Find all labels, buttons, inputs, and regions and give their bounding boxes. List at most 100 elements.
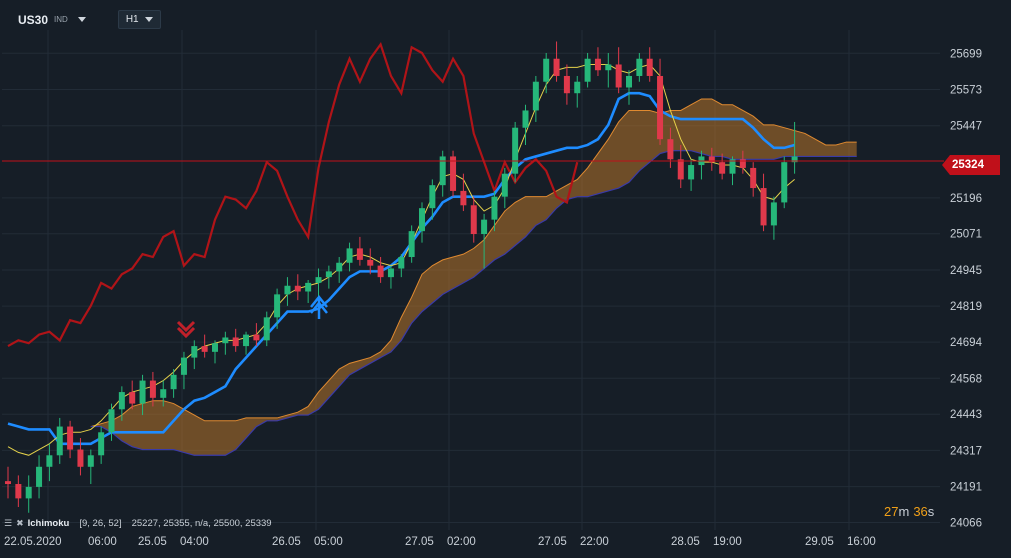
candle-body (543, 58, 550, 82)
candle (781, 156, 788, 209)
candle (791, 121, 798, 174)
candle (677, 144, 684, 189)
candle (5, 466, 11, 499)
sell-arrow-icon (176, 320, 196, 339)
candle (657, 58, 664, 145)
candle-body (563, 75, 570, 94)
timeframe-label: H1 (125, 14, 139, 25)
candle-body (574, 81, 581, 94)
candle-body (36, 466, 43, 487)
candle (377, 257, 384, 283)
chikou-span (7, 41, 579, 348)
candle-body (274, 294, 281, 318)
candle-body (201, 346, 208, 352)
settings-icon[interactable]: ☰ (4, 518, 13, 528)
indicator-name: Ichimoku (27, 518, 70, 529)
candle-body (129, 392, 136, 404)
y-tick-label: 24945 (950, 265, 982, 277)
candle (450, 150, 457, 197)
candle-body (512, 127, 519, 174)
candle-body (15, 484, 22, 499)
candle (439, 150, 446, 197)
candle (491, 190, 498, 232)
x-tick-label: 16:00 (847, 536, 876, 548)
candle (512, 121, 519, 183)
candle-body (584, 58, 591, 82)
y-tick-label: 24694 (950, 337, 983, 349)
candle-body (160, 389, 167, 398)
candle-body (501, 173, 508, 197)
x-axis: 22.05.2020 06:00 25.05 04:00 26.05 05:00 27.05… (4, 536, 876, 548)
candle (212, 340, 218, 364)
candle-body (615, 64, 622, 88)
candle-body (212, 343, 218, 352)
y-tick-label: 25196 (950, 193, 982, 205)
y-tick-label: 24191 (950, 482, 982, 494)
candle-body (470, 205, 477, 235)
buy-arrow-shape (310, 294, 328, 319)
candle (708, 147, 715, 171)
candle-body (791, 156, 798, 163)
candle (46, 443, 53, 482)
candle-body (646, 58, 653, 76)
signal-markers (176, 294, 328, 339)
candle-body (770, 202, 777, 226)
chevron-down-icon[interactable] (77, 17, 86, 22)
candle (532, 75, 539, 122)
x-tick-label: 04:00 (180, 536, 209, 548)
candle-body (87, 455, 94, 467)
candle (543, 52, 550, 94)
x-tick-label: 28.05 (671, 536, 700, 548)
candle-body (149, 380, 156, 398)
symbol-label[interactable]: US30 (18, 12, 49, 27)
candle-body (336, 262, 343, 272)
y-tick-label: 25699 (950, 48, 982, 60)
candle (481, 213, 488, 269)
candle-body (667, 139, 674, 160)
candle (470, 196, 477, 243)
candle (191, 340, 198, 370)
x-tick-label: 22:00 (580, 536, 609, 548)
candle-body (677, 159, 684, 180)
sell-arrow-shape (176, 320, 196, 339)
candle-body (739, 159, 746, 168)
candle (98, 426, 105, 464)
candle-body (419, 208, 425, 232)
candle (398, 254, 405, 278)
candle-body (657, 75, 664, 140)
candle (563, 64, 570, 105)
candle-body (781, 162, 788, 203)
candle-body (450, 156, 457, 191)
candle-body (481, 219, 488, 235)
candle (25, 475, 32, 513)
candle (325, 265, 332, 289)
candle (584, 52, 591, 88)
candle (129, 380, 136, 410)
candle-body (315, 277, 322, 283)
senkou-span-a (90, 98, 857, 428)
candle-body (429, 185, 436, 209)
ichimoku-cloud (90, 98, 857, 456)
x-tick-label: 26.05 (272, 536, 301, 548)
chart-toolbar: US30 IND H1 (18, 10, 161, 29)
candle-body (719, 162, 726, 174)
candle (646, 47, 653, 82)
candle (274, 288, 281, 329)
timeframe-select[interactable]: H1 (117, 10, 161, 29)
candle (419, 202, 425, 243)
x-tick-label: 05:00 (314, 536, 343, 548)
indicator-params: [9, 26, 52] (79, 518, 122, 529)
close-icon[interactable]: ✖ (16, 518, 24, 528)
candle-body (222, 337, 229, 344)
candle-body (232, 337, 239, 347)
candle (750, 162, 757, 197)
candle (180, 351, 187, 390)
candle (232, 328, 239, 352)
candle (698, 150, 705, 180)
candle-body (460, 190, 467, 206)
candle-body (67, 426, 74, 450)
candle-body (367, 259, 374, 266)
candle (201, 334, 208, 358)
candle (67, 420, 74, 459)
